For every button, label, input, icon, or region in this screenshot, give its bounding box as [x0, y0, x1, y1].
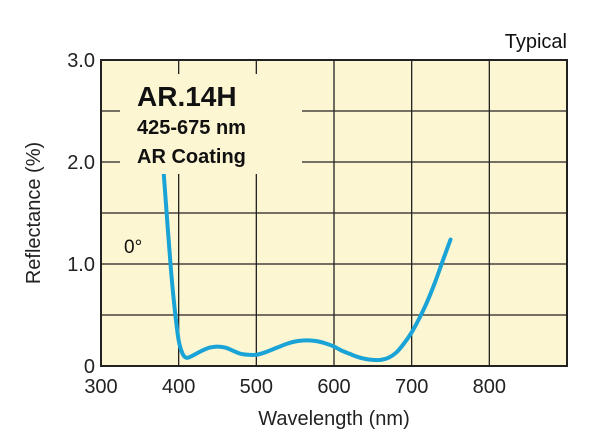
x-tick-label: 600: [317, 376, 350, 398]
angle-label: 0°: [124, 237, 142, 258]
chart-subtitle-coating: AR Coating: [137, 146, 246, 168]
y-tick-label: 0: [84, 356, 95, 378]
y-tick-label: 2.0: [67, 152, 95, 174]
corner-note: Typical: [505, 31, 567, 53]
x-tick-label: 800: [473, 376, 506, 398]
x-tick-label: 500: [240, 376, 273, 398]
chart-subtitle-range: 425-675 nm: [137, 117, 246, 139]
tick-layer: 300 400 500 600 700 800 0 1.0 2.0 3.0: [67, 50, 506, 398]
reflectance-curve: [161, 163, 453, 363]
y-tick-label: 1.0: [67, 254, 95, 276]
x-tick-label: 400: [162, 376, 195, 398]
chart-title: AR.14H: [137, 81, 237, 112]
x-axis-title: Wavelength (nm): [258, 408, 410, 430]
y-axis-title: Reflectance (%): [23, 142, 45, 284]
series-layer: [161, 163, 453, 363]
y-tick-label: 3.0: [67, 50, 95, 72]
x-tick-label: 700: [395, 376, 428, 398]
x-tick-label: 300: [84, 376, 117, 398]
title-block-background: [120, 74, 302, 174]
